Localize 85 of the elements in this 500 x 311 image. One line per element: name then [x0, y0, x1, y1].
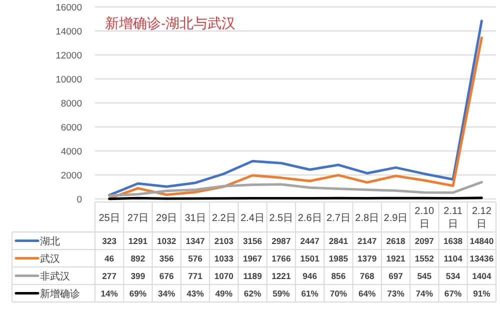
data-label: 771 [188, 270, 203, 281]
x-tick-label: 31日 [184, 213, 206, 224]
data-label: 399 [130, 270, 146, 281]
data-label: 1221 [272, 270, 291, 281]
legend-label: 湖北 [40, 235, 60, 248]
y-tick-label: 12000 [56, 50, 82, 62]
data-label: 277 [102, 270, 117, 281]
y-tick-label: 2000 [60, 170, 82, 182]
data-label: 323 [102, 236, 117, 246]
x-tick-label: 2.6日 [298, 213, 322, 224]
data-label: 2841 [328, 236, 348, 246]
x-tick-label: 27日 [127, 213, 149, 224]
data-label: 1032 [157, 236, 176, 246]
data-label: 1347 [186, 236, 206, 246]
data-label: 697 [388, 270, 404, 281]
x-tick-label: 2.12日 [472, 206, 492, 230]
data-label: 2618 [386, 236, 406, 246]
data-label: 91% [473, 288, 491, 298]
data-label: 67% [444, 288, 462, 298]
legend-label: 武汉 [40, 252, 60, 265]
text: 新增确诊-湖北与武汉 [105, 15, 236, 31]
data-label: 1501 [300, 253, 320, 264]
data-label: 1033 [214, 253, 234, 264]
data-label: 2097 [414, 236, 434, 246]
y-tick-label: 14000 [56, 26, 82, 38]
line-series [108, 180, 483, 197]
x-tick-label: 2.10日 [414, 206, 435, 230]
data-label: 73% [387, 288, 405, 298]
data-label: 946 [302, 270, 318, 281]
data-label: 34% [158, 288, 176, 298]
data-label: 1291 [128, 236, 148, 246]
x-tick-label: 2.7日 [326, 213, 350, 224]
data-label: 49% [215, 288, 233, 298]
data-label: 2987 [272, 236, 291, 246]
data-label: 1921 [386, 253, 406, 264]
data-label: 1104 [444, 253, 463, 264]
x-tick-label: 2.11日 [444, 206, 463, 230]
data-label: 62% [244, 288, 262, 298]
data-label: 46 [104, 253, 114, 264]
data-label: 1404 [472, 270, 492, 281]
data-label: 1552 [414, 253, 434, 264]
legend-label: 非武汉 [40, 270, 70, 282]
data-label: 14840 [470, 236, 494, 246]
data-label: 545 [417, 270, 432, 281]
y-tick-label: 16000 [56, 2, 82, 14]
data-label: 856 [331, 270, 346, 281]
data-label: 59% [272, 288, 290, 298]
data-label: 74% [416, 288, 434, 298]
legend-label: 新增确诊 [40, 288, 80, 300]
x-tick-label: 2.4日 [240, 213, 264, 224]
data-label: 2147 [358, 236, 377, 246]
data-label: 43% [186, 288, 204, 298]
data-label: 676 [159, 270, 174, 281]
data-label: 1967 [242, 253, 262, 264]
data-label: 70% [330, 288, 348, 298]
x-tick-label: 25日 [98, 213, 120, 224]
data-label: 69% [129, 288, 147, 298]
data-label: 2447 [300, 236, 320, 246]
data-label: 1985 [328, 253, 348, 264]
y-tick-label: 0 [76, 194, 82, 206]
x-tick-label: 2.9日 [384, 213, 408, 224]
x-tick-label: 29日 [156, 213, 178, 224]
data-label: 2103 [214, 236, 234, 246]
y-tick-label: 4000 [60, 146, 82, 158]
y-tick-label: 8000 [60, 98, 82, 110]
data-label: 356 [159, 253, 174, 264]
data-label: 61% [301, 288, 319, 298]
data-label: 1766 [272, 253, 291, 264]
data-label: 1379 [358, 253, 377, 264]
data-label: 892 [130, 253, 146, 264]
data-label: 3156 [242, 236, 262, 246]
x-tick-label: 2.2日 [212, 213, 236, 224]
data-label: 1638 [443, 236, 463, 246]
data-label: 768 [360, 270, 374, 281]
data-label: 534 [446, 270, 460, 281]
data-label: 64% [358, 288, 376, 298]
data-label: 14% [100, 288, 118, 298]
data-label: 576 [188, 253, 203, 264]
data-label: 1070 [214, 270, 234, 281]
data-label: 1189 [243, 270, 262, 281]
x-tick-label: 2.8日 [355, 213, 380, 224]
y-tick-label: 10000 [56, 74, 82, 86]
y-tick-label: 6000 [60, 122, 82, 134]
data-label: 13436 [470, 253, 494, 264]
x-tick-label: 2.5日 [269, 213, 294, 224]
